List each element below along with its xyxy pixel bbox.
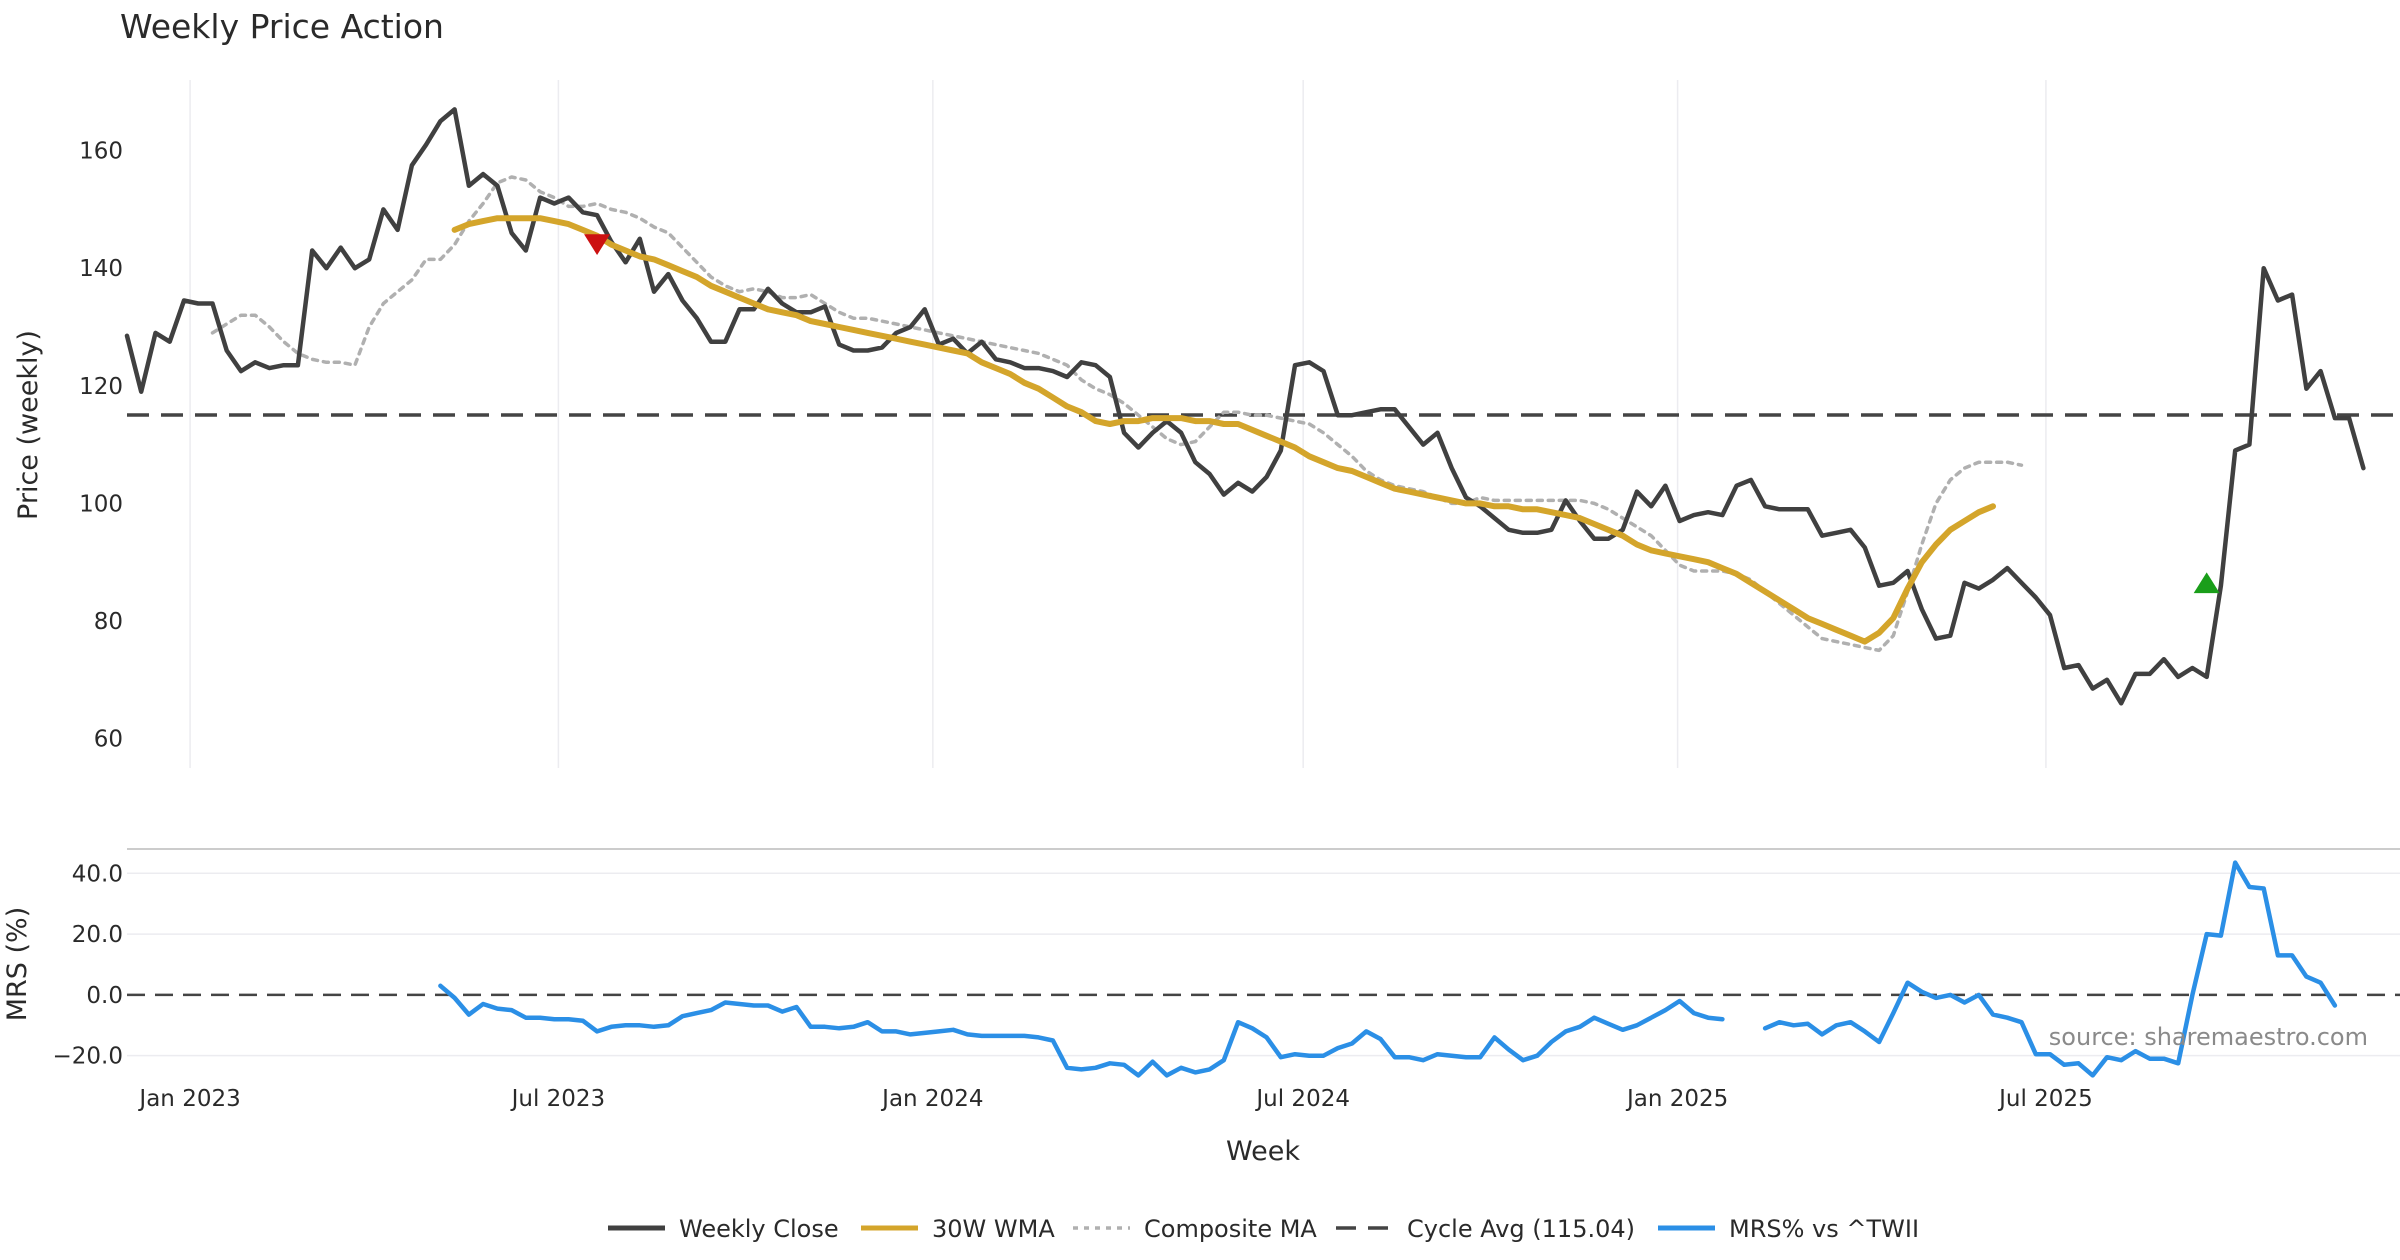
mrs-y-tick-label: 40.0: [72, 861, 123, 887]
x-axis-title: Week: [1226, 1136, 1300, 1167]
grid-lines: [127, 80, 2400, 1057]
legend-item-cycle: Cycle Avg (115.04): [1336, 1215, 1635, 1243]
mrs-y-axis: −20.0 0.0 20.0 40.0: [53, 861, 123, 1069]
series-layer: [124, 107, 2400, 1078]
x-tick-label: Jan 2025: [1625, 1086, 1728, 1112]
sell-signal-marker: [584, 234, 611, 256]
source-label: source: sharemaestro.com: [2049, 1023, 2368, 1051]
price-y-tick-label: 140: [79, 256, 123, 282]
price-y-tick-label: 100: [79, 491, 123, 517]
buy-signal-marker: [2193, 572, 2220, 594]
price-y-tick-label: 60: [94, 727, 123, 753]
legend-item-mrs: MRS% vs ^TWII: [1658, 1215, 1919, 1243]
legend-label: Composite MA: [1144, 1215, 1317, 1243]
x-axis: Jan 2023 Jul 2023 Jan 2024 Jul 2024 Jan 2025…: [137, 1086, 2092, 1112]
legend-label: Cycle Avg (115.04): [1407, 1215, 1635, 1243]
price-y-tick-label: 80: [94, 609, 123, 635]
legend-label: Weekly Close: [679, 1215, 839, 1243]
legend-item-wma: 30W WMA: [861, 1215, 1055, 1243]
mrs-y-tick-label: 20.0: [72, 922, 123, 948]
x-tick-label: Jan 2024: [880, 1086, 983, 1112]
marker-layer: [584, 234, 2220, 594]
x-tick-label: Jul 2024: [1254, 1086, 1350, 1112]
price-y-tick-label: 160: [79, 139, 123, 165]
price-y-tick-label: 120: [79, 374, 123, 400]
wma-series-line: [451, 215, 1996, 645]
price-y-axis: 60 80 100 120 140 160: [79, 139, 123, 753]
mrs-y-axis-title: MRS (%): [2, 907, 33, 1022]
chart-title: Weekly Price Action: [120, 7, 444, 46]
legend: Weekly Close 30W WMA Composite MA Cycle Avg…: [608, 1215, 1919, 1243]
x-tick-label: Jul 2025: [1997, 1086, 2093, 1112]
x-tick-label: Jul 2023: [510, 1086, 606, 1112]
mrs-series-line: [438, 860, 2338, 1078]
legend-item-close: Weekly Close: [608, 1215, 839, 1243]
close-series-line: [124, 107, 2366, 706]
mrs-y-tick-label: 0.0: [86, 983, 123, 1009]
legend-label: MRS% vs ^TWII: [1729, 1215, 1919, 1243]
legend-label: 30W WMA: [932, 1215, 1055, 1243]
mrs-y-tick-label: −20.0: [53, 1044, 123, 1070]
legend-item-composite: Composite MA: [1073, 1215, 1317, 1243]
x-tick-label: Jan 2023: [137, 1086, 240, 1112]
price-y-axis-title: Price (weekly): [13, 330, 44, 520]
